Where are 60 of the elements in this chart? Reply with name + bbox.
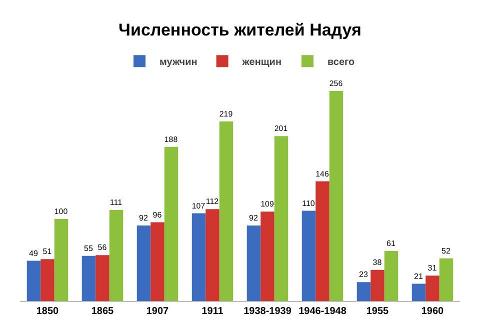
x-tick-label: 1960 bbox=[421, 306, 444, 317]
bar bbox=[136, 226, 151, 301]
bar bbox=[164, 146, 178, 301]
bar bbox=[384, 250, 398, 301]
bar bbox=[439, 258, 454, 301]
data-label: 51 bbox=[42, 247, 52, 256]
x-tick-label: 1850 bbox=[36, 306, 60, 317]
data-label: 110 bbox=[302, 198, 316, 208]
data-label: 31 bbox=[428, 264, 438, 273]
data-label: 49 bbox=[29, 248, 38, 258]
bar bbox=[96, 255, 110, 301]
bar bbox=[246, 226, 261, 301]
x-tick-label: 1955 bbox=[366, 306, 390, 317]
bar bbox=[192, 213, 206, 301]
data-label: 23 bbox=[359, 270, 368, 280]
bar bbox=[109, 210, 124, 301]
data-label: 52 bbox=[442, 246, 451, 256]
data-label: 92 bbox=[139, 214, 148, 223]
bar bbox=[219, 121, 234, 301]
legend-label: женщин bbox=[241, 56, 282, 68]
legend-label: мужчин bbox=[160, 56, 198, 68]
data-label: 219 bbox=[219, 109, 234, 118]
bar bbox=[274, 136, 288, 301]
bar bbox=[370, 270, 384, 301]
bar bbox=[26, 260, 41, 301]
x-tick-label: 1911 bbox=[202, 306, 224, 317]
bar bbox=[426, 276, 440, 301]
data-label: 111 bbox=[110, 198, 123, 207]
data-label: 61 bbox=[386, 238, 396, 248]
data-label: 256 bbox=[329, 79, 344, 88]
data-label: 96 bbox=[152, 210, 162, 220]
bar bbox=[260, 212, 274, 301]
x-tick-label: 1907 bbox=[146, 306, 170, 317]
data-label: 188 bbox=[164, 134, 178, 144]
x-tick-label: 1938-1939 bbox=[244, 306, 292, 317]
x-tick-label: 1946-1948 bbox=[298, 306, 347, 317]
bar bbox=[82, 256, 96, 301]
bar bbox=[302, 210, 316, 301]
x-tick-label: 1865 bbox=[91, 306, 114, 317]
chart-title: Численность жителей Надуя bbox=[118, 20, 362, 40]
data-label: 201 bbox=[274, 124, 288, 134]
bar bbox=[356, 282, 371, 301]
data-label: 92 bbox=[249, 214, 258, 223]
data-label: 21 bbox=[414, 272, 424, 281]
data-label: 56 bbox=[98, 243, 108, 252]
bar bbox=[329, 91, 344, 301]
data-label: 38 bbox=[372, 258, 382, 267]
data-label: 146 bbox=[316, 169, 330, 178]
bar bbox=[412, 284, 426, 301]
bar bbox=[40, 259, 54, 301]
data-label: 100 bbox=[54, 207, 68, 216]
bar bbox=[206, 209, 220, 301]
bar bbox=[150, 222, 164, 301]
data-label: 112 bbox=[206, 197, 220, 206]
bar bbox=[316, 181, 330, 301]
legend-label: всего bbox=[327, 56, 355, 68]
bar bbox=[54, 218, 68, 301]
data-label: 109 bbox=[260, 200, 274, 209]
data-label: 55 bbox=[84, 244, 94, 253]
data-label: 107 bbox=[192, 201, 206, 210]
